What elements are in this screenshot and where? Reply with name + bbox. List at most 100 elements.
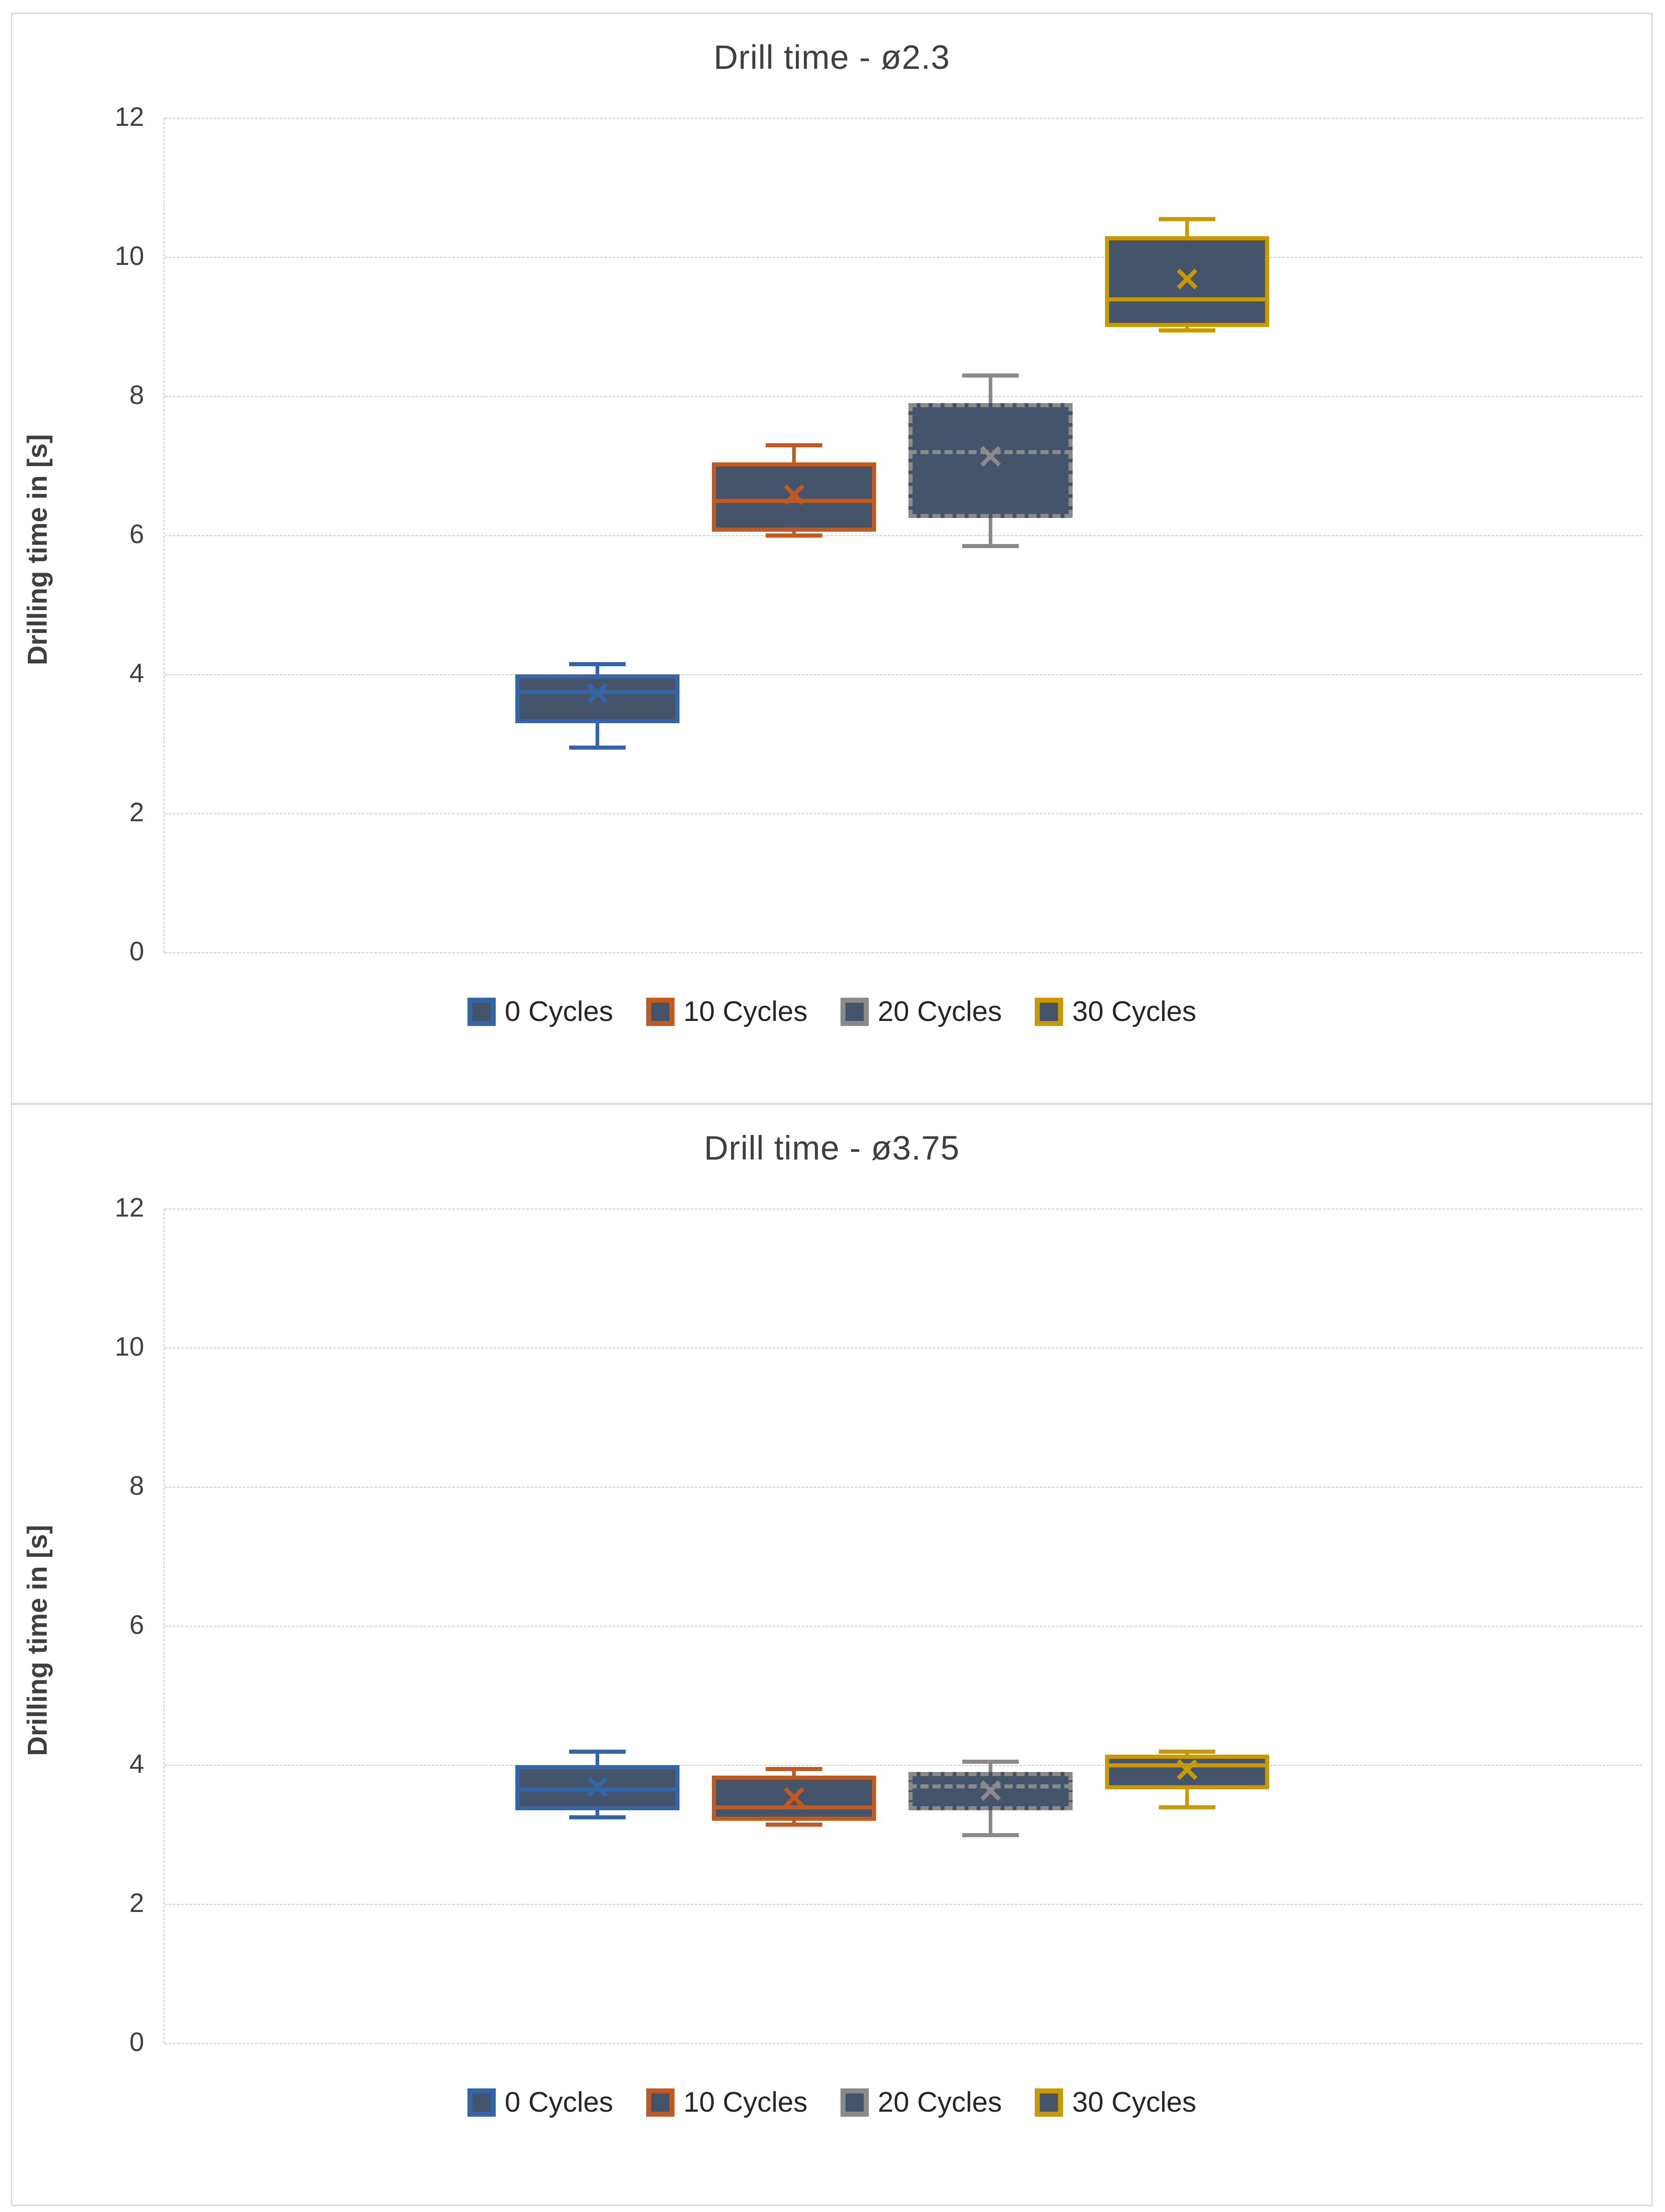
y-tick-label: 8 (129, 1471, 144, 1501)
whisker (989, 518, 993, 546)
gridline (165, 2042, 1642, 2044)
whisker-cap (569, 1815, 626, 1820)
y-axis-label: Drilling time in [s] (22, 1525, 53, 1756)
gridline (165, 1347, 1642, 1349)
mean-marker: ✕ (584, 675, 612, 712)
whisker (989, 1810, 993, 1835)
legend-swatch-icon (1034, 997, 1063, 1026)
median-line (712, 1805, 877, 1809)
mean-marker: ✕ (976, 439, 1005, 476)
chart-panel-top: Drill time - ø2.3 Drilling time in [s] 0… (11, 13, 1653, 1104)
median-line (908, 1784, 1073, 1788)
median-line (712, 498, 877, 503)
gridline (165, 952, 1642, 953)
legend-swatch-icon (646, 2088, 674, 2117)
whisker-cap (766, 1766, 823, 1771)
chart-panel-bottom: Drill time - ø3.75 Drilling time in [s] … (11, 1103, 1653, 2206)
whisker (596, 723, 600, 748)
y-tick-label: 10 (114, 1332, 144, 1362)
whisker-cap (962, 373, 1019, 378)
legend-swatch-icon (840, 2088, 869, 2117)
legend-item: 20 Cycles (840, 995, 1002, 1028)
legend-item: 0 Cycles (467, 995, 613, 1028)
whisker-cap (962, 544, 1019, 548)
whisker-cap (569, 746, 626, 750)
box-plot-box (712, 462, 877, 532)
whisker-cap (962, 1833, 1019, 1837)
whisker-cap (569, 1749, 626, 1754)
box-plot-box (1105, 236, 1270, 327)
legend-label: 20 Cycles (877, 2087, 1002, 2118)
whisker (989, 1761, 993, 1772)
legend-label: 0 Cycles (504, 996, 613, 1027)
gridline (165, 1764, 1642, 1766)
mean-marker: ✕ (780, 1780, 808, 1817)
legend-label: 10 Cycles (683, 996, 808, 1027)
plot-area: 0 2 4 6 8 10 12 ✕ ✕ ✕ ✕ (114, 102, 1642, 966)
mean-marker: ✕ (1173, 1752, 1201, 1789)
whisker (989, 375, 993, 404)
y-axis-label: Drilling time in [s] (22, 434, 53, 665)
whisker-cap (1159, 328, 1216, 333)
legend-item: 10 Cycles (646, 2086, 808, 2119)
whisker (596, 1751, 600, 1765)
box-plot-box (908, 403, 1073, 518)
gridline (165, 117, 1642, 119)
whisker-cap (766, 534, 823, 538)
legend-label: 0 Cycles (504, 2087, 613, 2118)
gridline (165, 1903, 1642, 1905)
whisker (596, 1810, 600, 1818)
legend-swatch-icon (1034, 2088, 1063, 2117)
y-tick-label: 12 (114, 1193, 144, 1223)
y-tick-label: 0 (129, 2027, 144, 2057)
gridline (165, 1208, 1642, 1210)
median-line (1105, 297, 1270, 301)
box-plot-box (712, 1775, 877, 1821)
whisker-cap (766, 443, 823, 447)
whisker-cap (569, 662, 626, 667)
y-tick-label: 0 (129, 937, 144, 966)
median-line (908, 450, 1073, 454)
median-line (515, 1787, 680, 1792)
y-tick-label: 6 (129, 1610, 144, 1640)
box-plot-box (1105, 1755, 1270, 1790)
whisker-cap (1159, 217, 1216, 222)
legend-label: 20 Cycles (877, 996, 1002, 1027)
y-tick-label: 6 (129, 519, 144, 549)
y-tick-label: 2 (129, 798, 144, 827)
mean-marker: ✕ (584, 1770, 612, 1807)
mean-marker: ✕ (780, 477, 808, 514)
y-tick-label: 10 (114, 241, 144, 271)
legend-label: 10 Cycles (683, 2087, 808, 2118)
whisker-cap (1159, 1749, 1216, 1754)
legend-swatch-icon (840, 997, 869, 1026)
whisker-cap (962, 1760, 1019, 1764)
legend-swatch-icon (467, 997, 496, 1026)
median-line (515, 690, 680, 694)
whisker (1185, 1789, 1189, 1807)
legend-item: 30 Cycles (1034, 995, 1197, 1028)
legend-item: 10 Cycles (646, 995, 808, 1028)
whisker-cap (766, 1822, 823, 1827)
y-tick-label: 4 (129, 658, 144, 688)
legend-swatch-icon (646, 997, 674, 1026)
gridline (165, 534, 1642, 536)
legend-label: 30 Cycles (1072, 996, 1197, 1027)
legend-label: 30 Cycles (1072, 2087, 1197, 2118)
chart-title: Drill time - ø3.75 (704, 1129, 960, 1167)
gridline (165, 813, 1642, 814)
gridline (165, 256, 1642, 258)
whisker-cap (1159, 1805, 1216, 1809)
gridline (165, 1486, 1642, 1488)
plot-area: 0 2 4 6 8 10 12 ✕ ✕ ✕ ✕ (114, 1193, 1642, 2057)
mean-marker: ✕ (1173, 262, 1201, 299)
legend-swatch-icon (467, 2088, 496, 2117)
mean-marker: ✕ (976, 1773, 1005, 1810)
whisker (596, 664, 600, 674)
box-plot-box (908, 1772, 1073, 1811)
y-tick-label: 8 (129, 380, 144, 410)
box-plot-box (515, 674, 680, 723)
gridline (165, 673, 1642, 675)
legend-item: 0 Cycles (467, 2086, 613, 2119)
legend-item: 30 Cycles (1034, 2086, 1197, 2119)
